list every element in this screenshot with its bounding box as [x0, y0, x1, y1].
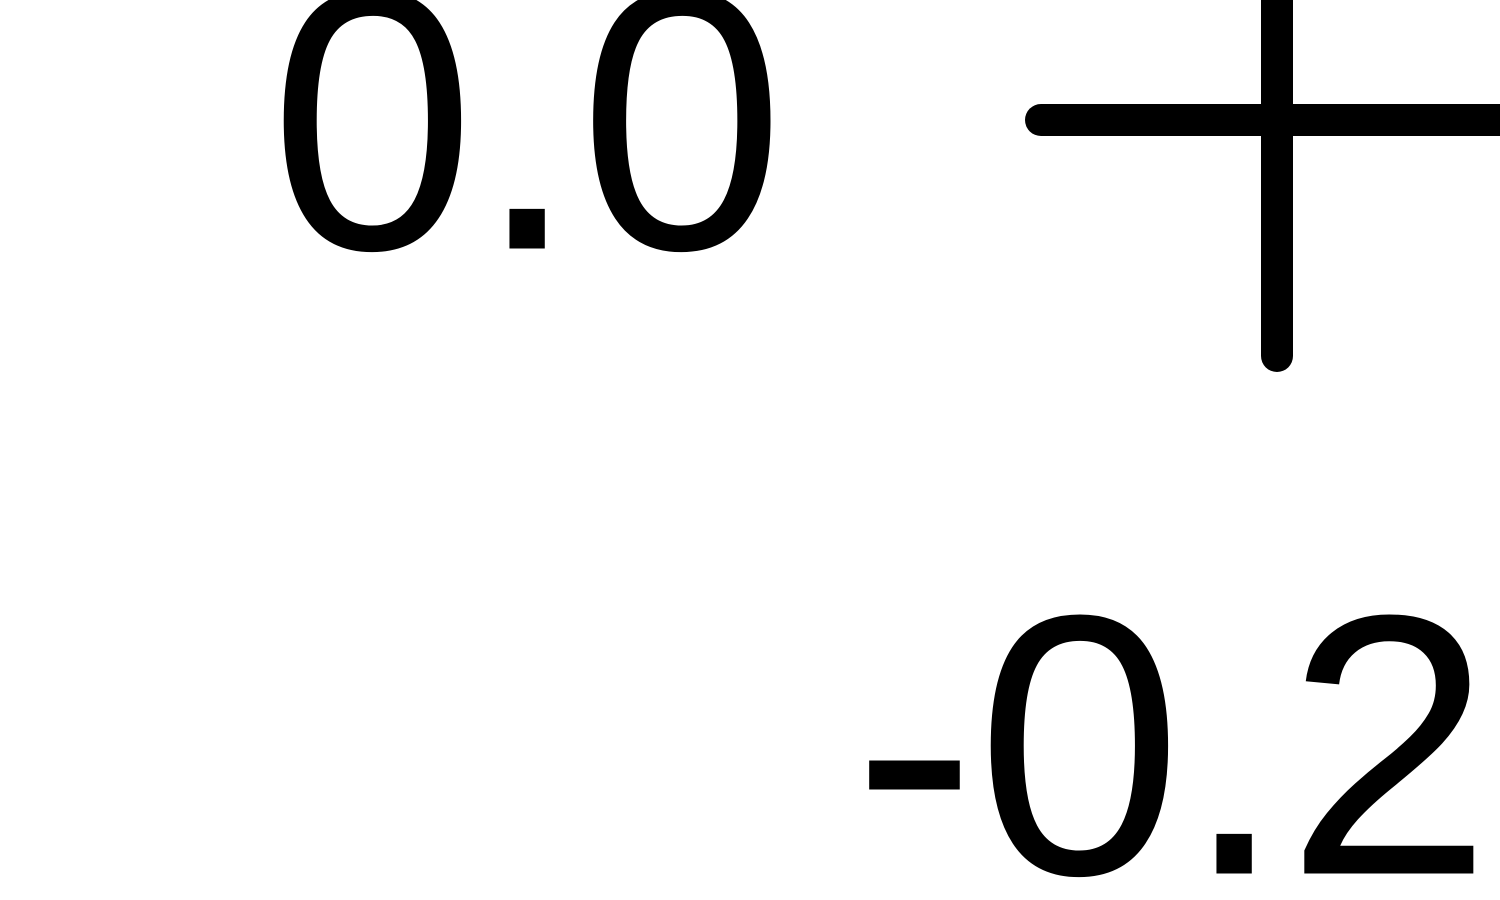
- y-tick-label: 0.0: [269, 0, 785, 328]
- tick-label-layer: 0.0-0.2: [269, 0, 1492, 900]
- axis-layer: [1025, 0, 1500, 372]
- y-tick-label: -0.2: [853, 538, 1492, 900]
